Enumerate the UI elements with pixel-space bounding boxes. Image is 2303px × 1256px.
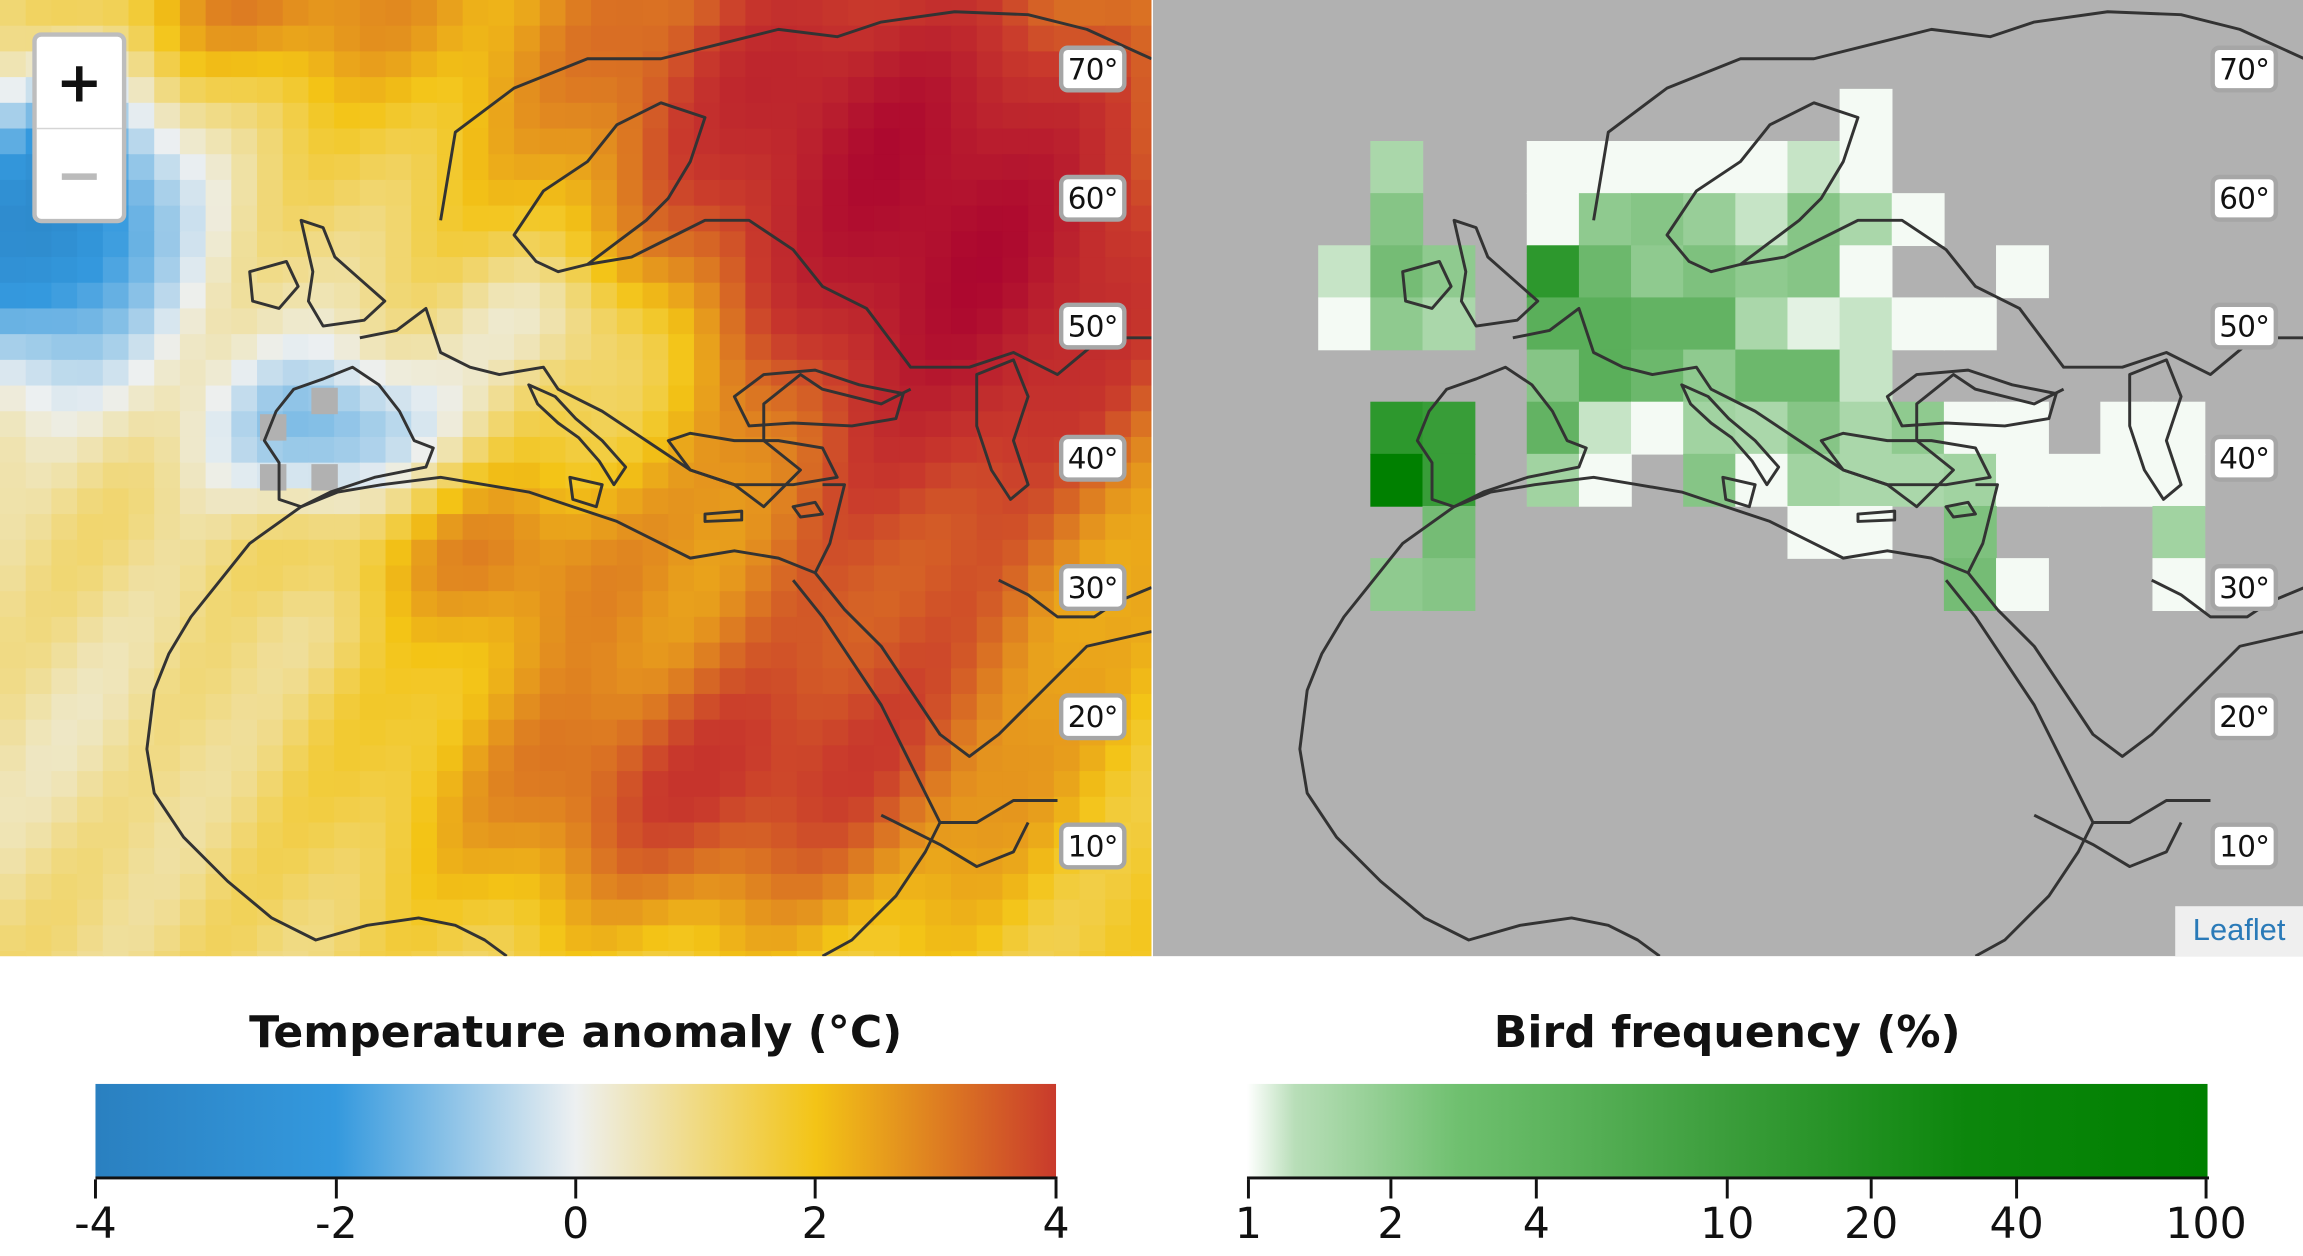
panel-divider	[1151, 0, 1153, 957]
lat-label-10: 10°	[2210, 822, 2279, 870]
bird-tick-label: 10	[1700, 1198, 1755, 1249]
bird-tick	[2204, 1179, 2208, 1199]
temperature-colorbar	[95, 1083, 1057, 1178]
bird-frequency-raster	[1298, 10, 2303, 957]
temperature-tick	[813, 1179, 817, 1199]
bird-tick-label: 4	[1522, 1198, 1550, 1249]
temperature-map[interactable]: + − 70° 60° 50° 40° 30° 20° 10°	[0, 0, 1152, 957]
temperature-tick-label: 0	[562, 1198, 590, 1249]
bird-tick	[1534, 1179, 1538, 1199]
lat-label-50: 50°	[1058, 302, 1127, 350]
temperature-legend-title: Temperature anomaly (°C)	[249, 1007, 903, 1059]
lat-label-40: 40°	[2210, 434, 2279, 482]
zoom-in-button[interactable]: +	[36, 37, 122, 130]
bird-tick	[2015, 1179, 2019, 1199]
bird-tick-label: 100	[2165, 1198, 2247, 1249]
bird-tick-label: 1	[1234, 1198, 1262, 1249]
bird-tick	[1246, 1179, 1250, 1199]
temperature-tick	[94, 1179, 97, 1199]
bird-frequency-map[interactable]: 70° 60° 50° 40° 30° 20° 10° Leaflet	[1152, 0, 2303, 957]
lat-label-30: 30°	[1058, 564, 1127, 611]
lat-label-70: 70°	[1058, 45, 1127, 93]
zoom-control: + −	[32, 32, 127, 224]
lat-label-60: 60°	[2210, 174, 2279, 222]
leaflet-attribution-link[interactable]: Leaflet	[2175, 906, 2303, 957]
lat-label-30: 30°	[2210, 564, 2279, 611]
lat-label-50: 50°	[2210, 302, 2279, 350]
bird-tick-label: 20	[1844, 1198, 1899, 1249]
temperature-tick	[1054, 1179, 1058, 1199]
temperature-tick-label: 4	[1042, 1198, 1070, 1249]
bird-legend-title: Bird frequency (%)	[1493, 1007, 1961, 1059]
bird-tick-label: 40	[1989, 1198, 2044, 1249]
temperature-axis-line	[95, 1176, 1058, 1180]
temperature-tick	[334, 1179, 338, 1199]
temperature-tick-label: -4	[74, 1198, 117, 1249]
lat-label-10: 10°	[1058, 822, 1127, 870]
temperature-tick-label: -2	[315, 1198, 358, 1249]
lat-label-20: 20°	[2210, 693, 2279, 741]
bird-axis-line	[1246, 1176, 2209, 1180]
bird-tick	[1389, 1179, 1393, 1199]
bird-frequency-colorbar	[1246, 1083, 2208, 1178]
temperature-raster	[0, 0, 1152, 957]
bird-tick	[1869, 1179, 1873, 1199]
temperature-tick	[574, 1179, 578, 1199]
lat-label-20: 20°	[1058, 693, 1127, 741]
zoom-out-button[interactable]: −	[55, 142, 103, 208]
lat-label-70: 70°	[2210, 45, 2279, 93]
temperature-tick-label: 2	[801, 1198, 829, 1249]
bird-tick-label: 2	[1377, 1198, 1405, 1249]
lat-label-60: 60°	[1058, 174, 1127, 222]
bird-tick	[1725, 1179, 1729, 1199]
lat-label-40: 40°	[1058, 434, 1127, 482]
